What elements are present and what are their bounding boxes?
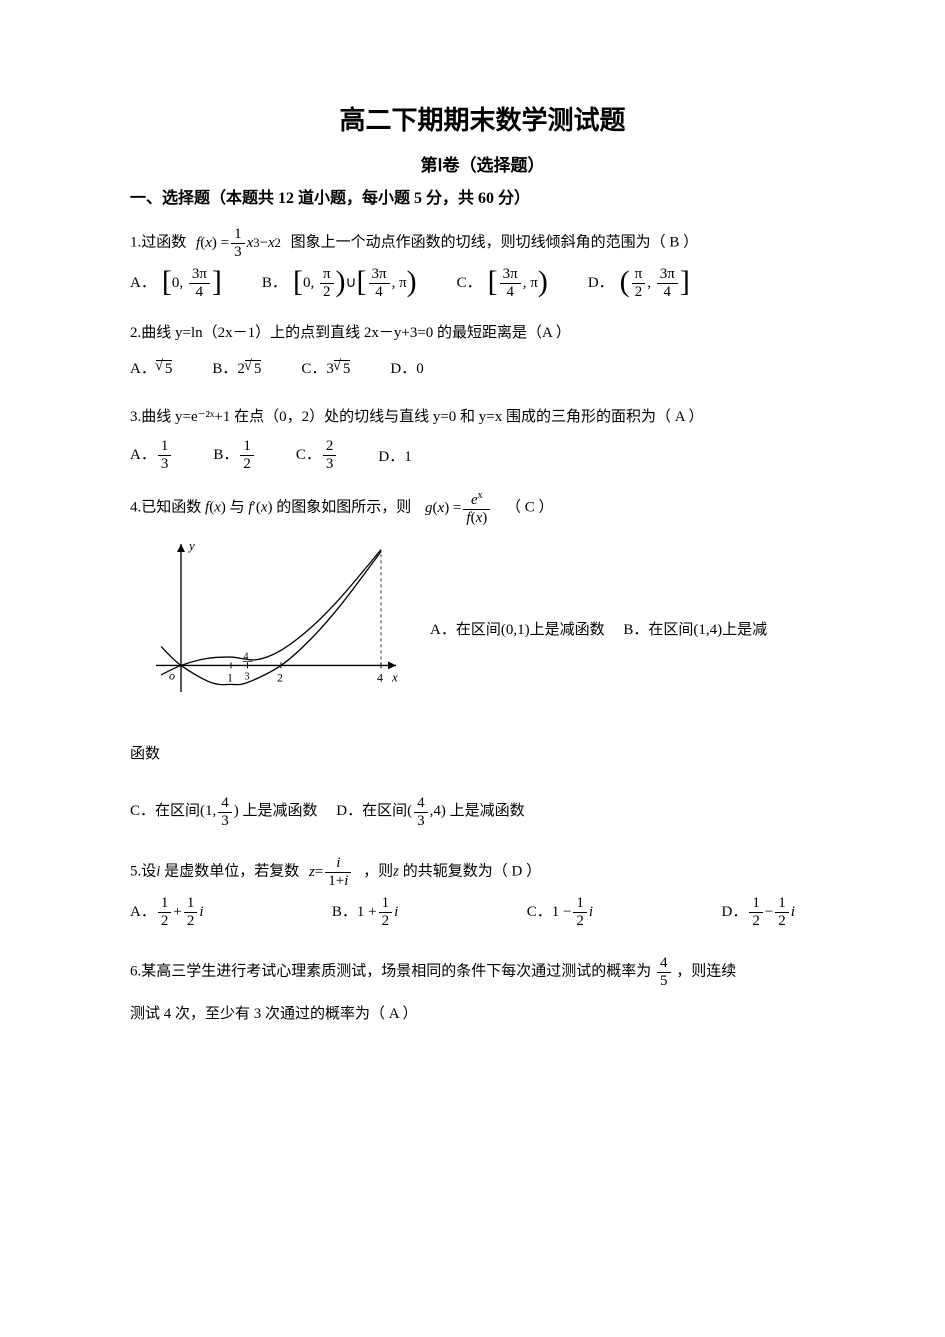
q2-text: 2.曲线 y=ln（2x－1）上的点到直线 2x－y+3=0 的最短距离是（A … [130,318,835,348]
q3-text: 3.曲线 y=e⁻²ˣ+1 在点（0，2）处的切线与直线 y=0 和 y=x 围… [130,402,835,432]
q4-graph-svg: xyo14324 [130,534,410,714]
q2-opt-c: C．3√5 [301,354,350,384]
q1-opt-b: B． [0, π2) ∪ [3π4, π) [262,266,417,300]
svg-text:y: y [187,538,195,553]
q4-gx: g(x) = exf(x) [425,490,492,526]
q2-opt-d: D．0 [390,354,423,384]
svg-text:3: 3 [245,671,250,682]
q1-formula: f(x) = 13x3 − x2 [196,226,281,260]
svg-text:x: x [391,669,398,684]
svg-text:4: 4 [377,670,383,684]
q4-fpx: f [248,499,252,515]
q4-opt-b: B．在区间(1,4)上是减 [623,622,767,638]
q1-opt-d: D． (π2, 3π4] [588,266,690,300]
q3-opt-b: B．12 [213,438,256,472]
q5-stem: 5.设i 是虚数单位，若复数 z = i1+i ，则z 的共轭复数为（ D ） [130,855,835,889]
q6-line1: 6.某高三学生进行考试心理素质测试，场景相同的条件下每次通过测试的概率为 45 … [130,955,835,989]
q3-opt-a: A．13 [130,438,173,472]
q4-options-right: A．在区间(0,1)上是减函数 B．在区间(1,4)上是减 [430,615,835,645]
q4-stem: 4.已知函数 f(x) 与 f′(x) 的图象如图所示，则 g(x) = exf… [130,490,835,526]
q2-options: A．√5 B．2√5 C．3√5 D．0 [130,354,835,384]
q5-options: A．12 + 12i B．1 + 12i C．1 − 12i D．12 − 12… [130,895,835,929]
q5-opt-b: B．1 + 12i [332,895,398,929]
q4-opt-d: D．在区间(43,4) 上是减函数 [336,803,524,819]
q3-opt-d: D．1 [378,442,411,472]
q1-opt-c: C． [3π4, π) [457,266,548,300]
q1-options: A． [0, 3π4] B． [0, π2) ∪ [3π4, π) C． [3π… [130,266,835,300]
page-title: 高二下期期末数学测试题 [130,100,835,137]
section-head: 一、选择题（本题共 12 道小题，每小题 5 分，共 60 分） [130,184,835,208]
q1-prefix: 1.过函数 [130,234,186,250]
q4-opt-b-tail: 函数 [130,739,835,769]
question-6: 6.某高三学生进行考试心理素质测试，场景相同的条件下每次通过测试的概率为 45 … [130,955,835,1029]
page-subtitle: 第Ⅰ卷（选择题） [130,151,835,176]
q3-opt-c: C．23 [296,438,339,472]
q2-opt-b: B．2√5 [212,354,261,384]
svg-text:4: 4 [244,651,249,662]
q1-opt-a: A． [0, 3π4] [130,266,222,300]
q6-line2: 测试 4 次，至少有 3 次通过的概率为（ A ） [130,999,835,1029]
question-3: 3.曲线 y=e⁻²ˣ+1 在点（0，2）处的切线与直线 y=0 和 y=x 围… [130,402,835,472]
q3-options: A．13 B．12 C．23 D．1 [130,438,835,472]
q2-opt-a: A．√5 [130,354,172,384]
q4-graph: xyo14324 [130,534,410,725]
question-1: 1.过函数 f(x) = 13x3 − x2 图象上一个动点作函数的切线，则切线… [130,226,835,300]
svg-text:1: 1 [227,670,233,684]
q1-suffix: 图象上一个动点作函数的切线，则切线倾斜角的范围为（ B ） [291,234,699,250]
question-5: 5.设i 是虚数单位，若复数 z = i1+i ，则z 的共轭复数为（ D ） … [130,855,835,929]
q5-z-formula: z = i1+i [309,855,353,889]
q5-opt-a: A．12 + 12i [130,895,203,929]
question-2: 2.曲线 y=ln（2x－1）上的点到直线 2x－y+3=0 的最短距离是（A … [130,318,835,384]
q4-opt-c: C．在区间(1,43) 上是减函数 [130,803,321,819]
q5-opt-c: C．1 − 12i [527,895,593,929]
q4-fx: f [205,499,209,515]
svg-text:2: 2 [277,670,283,684]
question-4: 4.已知函数 f(x) 与 f′(x) 的图象如图所示，则 g(x) = exf… [130,490,835,829]
q4-opt-a: A．在区间(0,1)上是减函数 [430,622,605,638]
q5-opt-d: D．12 − 12i [721,895,794,929]
q4-options-cd: C．在区间(1,43) 上是减函数 D．在区间(43,4) 上是减函数 [130,795,835,829]
